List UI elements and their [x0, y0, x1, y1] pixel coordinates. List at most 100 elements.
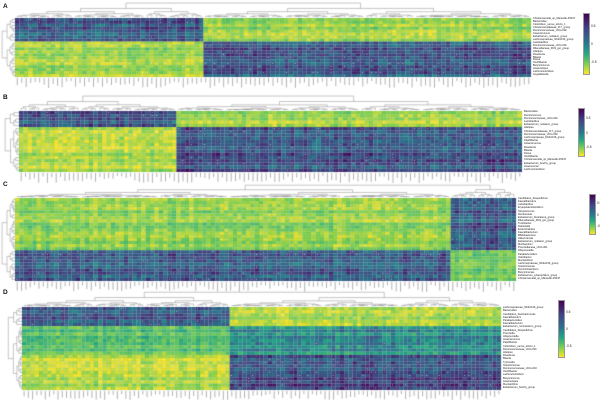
row-label: Alistipes	[503, 350, 513, 354]
row-label: Erysipelatoclostridium	[518, 206, 544, 210]
row-label: Intestinimonas	[518, 264, 535, 268]
colorbar-panel-c: 0.5 0 -0.5	[589, 194, 600, 235]
row-label: Eubacterium_fissicatena_group	[518, 215, 555, 219]
row-label: Clostridium_sensu_stricto_1	[503, 344, 536, 348]
row-label: Alistipes	[524, 126, 534, 130]
colorbar-tick-label: 0.5	[597, 200, 600, 205]
row-label: Prevotellaceae_UCG-001	[518, 246, 548, 250]
row-label: Mucispirillum	[518, 258, 533, 262]
colorbar-tick-label: 0	[566, 327, 568, 331]
row-label: Oscillibacter	[503, 370, 518, 374]
row-label: Candidatus_Saccharimonas	[503, 312, 536, 316]
row-label: Ruminococcaceae_UCG-002	[533, 28, 567, 32]
row-label: Lachnospiraceae_NK4A136_group	[503, 306, 544, 310]
row-label: Dorea	[524, 152, 532, 156]
row-label: Ruminococcaceae_UCG-010	[503, 366, 537, 370]
row-label: Enterorhabdus	[518, 227, 536, 231]
colorbar-tick-label: 0	[586, 130, 588, 135]
row-label: Anaerotruncus	[524, 142, 541, 146]
row-label: Ruminococcaceae_UCG-001	[524, 116, 558, 120]
row-label: Anaerostipes	[503, 379, 519, 383]
row-label: Christensenellaceae_R-7_group	[524, 129, 562, 133]
colorbar-tick-label: 0.5	[566, 310, 571, 315]
row-label: Blautia	[503, 357, 511, 361]
row-label: Dubosiella	[518, 224, 531, 228]
row-label: Mucispirillum	[503, 382, 518, 386]
row-label: Christensenellaceae_R-7_group	[533, 26, 571, 30]
row-label: Oscillibacter	[524, 155, 539, 159]
row-label: Angelakisella	[533, 73, 549, 77]
row-label: Bacteroides	[533, 20, 547, 24]
row-label: Anaerotruncus	[503, 338, 520, 342]
row-label: Ruminiclostridium	[518, 267, 539, 271]
row-label: Butyricicoccus	[533, 64, 550, 68]
row-label: Blautia	[524, 148, 532, 152]
row-label: Alloprevotella	[518, 249, 534, 253]
row-label: Parabacteroides	[518, 252, 537, 256]
row-label: Papillibacter	[524, 139, 539, 143]
row-label: Faecalibaculum	[518, 200, 537, 204]
row-label: Blautia	[533, 55, 541, 59]
row-label: Streptococcus	[518, 209, 535, 213]
row-label: Dorea	[533, 58, 541, 62]
row-label: Bifidobacterium	[518, 234, 536, 238]
row-label: Clostridium_sensu_stricto_1	[533, 23, 566, 27]
colorbar-panel-a: 0.5 0 -0.5	[583, 13, 597, 75]
row-label: Butyricimonas	[518, 271, 535, 274]
row-label: Ruminococcaceae_UCG-002	[524, 132, 558, 136]
row-label: Lactobacillus	[524, 119, 539, 123]
panel-label-b: B	[3, 94, 8, 101]
row-label: Eubacterium_nodatum_group	[533, 34, 568, 38]
row-label: Eubacterium_ruminantium_group	[503, 325, 542, 329]
row-label: Roseburia	[533, 52, 545, 56]
row-label: Christensenella_sp_Marseille-P2437	[518, 277, 561, 281]
colorbar-tick-label: 0	[591, 42, 593, 46]
row-label: Anaerostipes	[533, 67, 549, 71]
colorbar-panel-b: 0.5 0 -0.5	[578, 108, 592, 157]
row-label: Eubacterium_brachy_group	[503, 386, 535, 390]
row-label: Lachnospiraceae_NK4A136_group	[518, 261, 559, 265]
colorbar-tick-label: 0.5	[586, 116, 591, 121]
row-label: Candidatus_Stoquefichus	[503, 328, 533, 332]
row-label: Lachnoclostridium	[533, 70, 554, 74]
row-label: Tyzzerella	[503, 360, 515, 364]
row-label: Eubacterium_nodatum_group	[524, 123, 559, 127]
row-label: Lactobacillus	[518, 203, 533, 207]
row-label: Lachnospiraceae_NK4A136_group	[524, 135, 565, 139]
colorbar-tick-label: 0.5	[591, 24, 596, 28]
row-label: Papillibacter	[503, 341, 518, 345]
row-label: Anaerovorax	[524, 164, 539, 168]
row-label: Lachnospiraceae_NK4A136_group	[533, 37, 574, 41]
panel-label-d: D	[3, 289, 8, 296]
row-label: Intestinimonas	[503, 363, 520, 367]
row-label: Lactobacillus	[533, 40, 548, 44]
row-label: Faecalibacterium	[503, 322, 523, 326]
row-label: Butyricicoccus	[503, 376, 520, 380]
colorbar-tick-label: -0.5	[597, 224, 600, 229]
row-label: Bacteroides	[503, 309, 517, 313]
row-label: Prevotella	[503, 331, 515, 335]
row-label: Candidatus_Stoquefichus	[518, 197, 548, 201]
row-label: Faecalibacterium	[518, 231, 538, 235]
row-label: Eubacterium_xylanophilum_group	[518, 274, 558, 278]
row-label: Parabacteroides	[503, 319, 522, 323]
panel-label-c: C	[3, 181, 8, 188]
row-label: Romboutsia	[518, 212, 532, 216]
row-label: Bacteroides	[524, 110, 538, 114]
row-label: Odoribacter	[518, 255, 532, 259]
row-label: Roseburia	[503, 354, 515, 358]
row-label: Ruminococcus	[524, 113, 542, 117]
row-label: Lachnoclostridium	[503, 373, 524, 377]
row-label: Rikenellaceae_RC9_gut_group	[533, 46, 570, 50]
colorbar-tick-label: -0.5	[591, 60, 597, 64]
row-label: Roseburia	[524, 145, 536, 149]
row-label: Ruminococcaceae_UCG-001	[533, 43, 567, 47]
row-label: Rikenellaceae_RC9_gut_group	[518, 218, 555, 222]
row-label: Oscillibacter	[533, 61, 548, 65]
row-label: Faecalibaculum	[503, 315, 522, 319]
colorbar-tick-label: -0.5	[586, 144, 592, 149]
row-label: Anaerotruncus	[533, 31, 550, 35]
row-label: Christensenella_sp_Marseille-P2437	[533, 17, 576, 21]
colorbar-tick-label: 0	[597, 212, 599, 217]
